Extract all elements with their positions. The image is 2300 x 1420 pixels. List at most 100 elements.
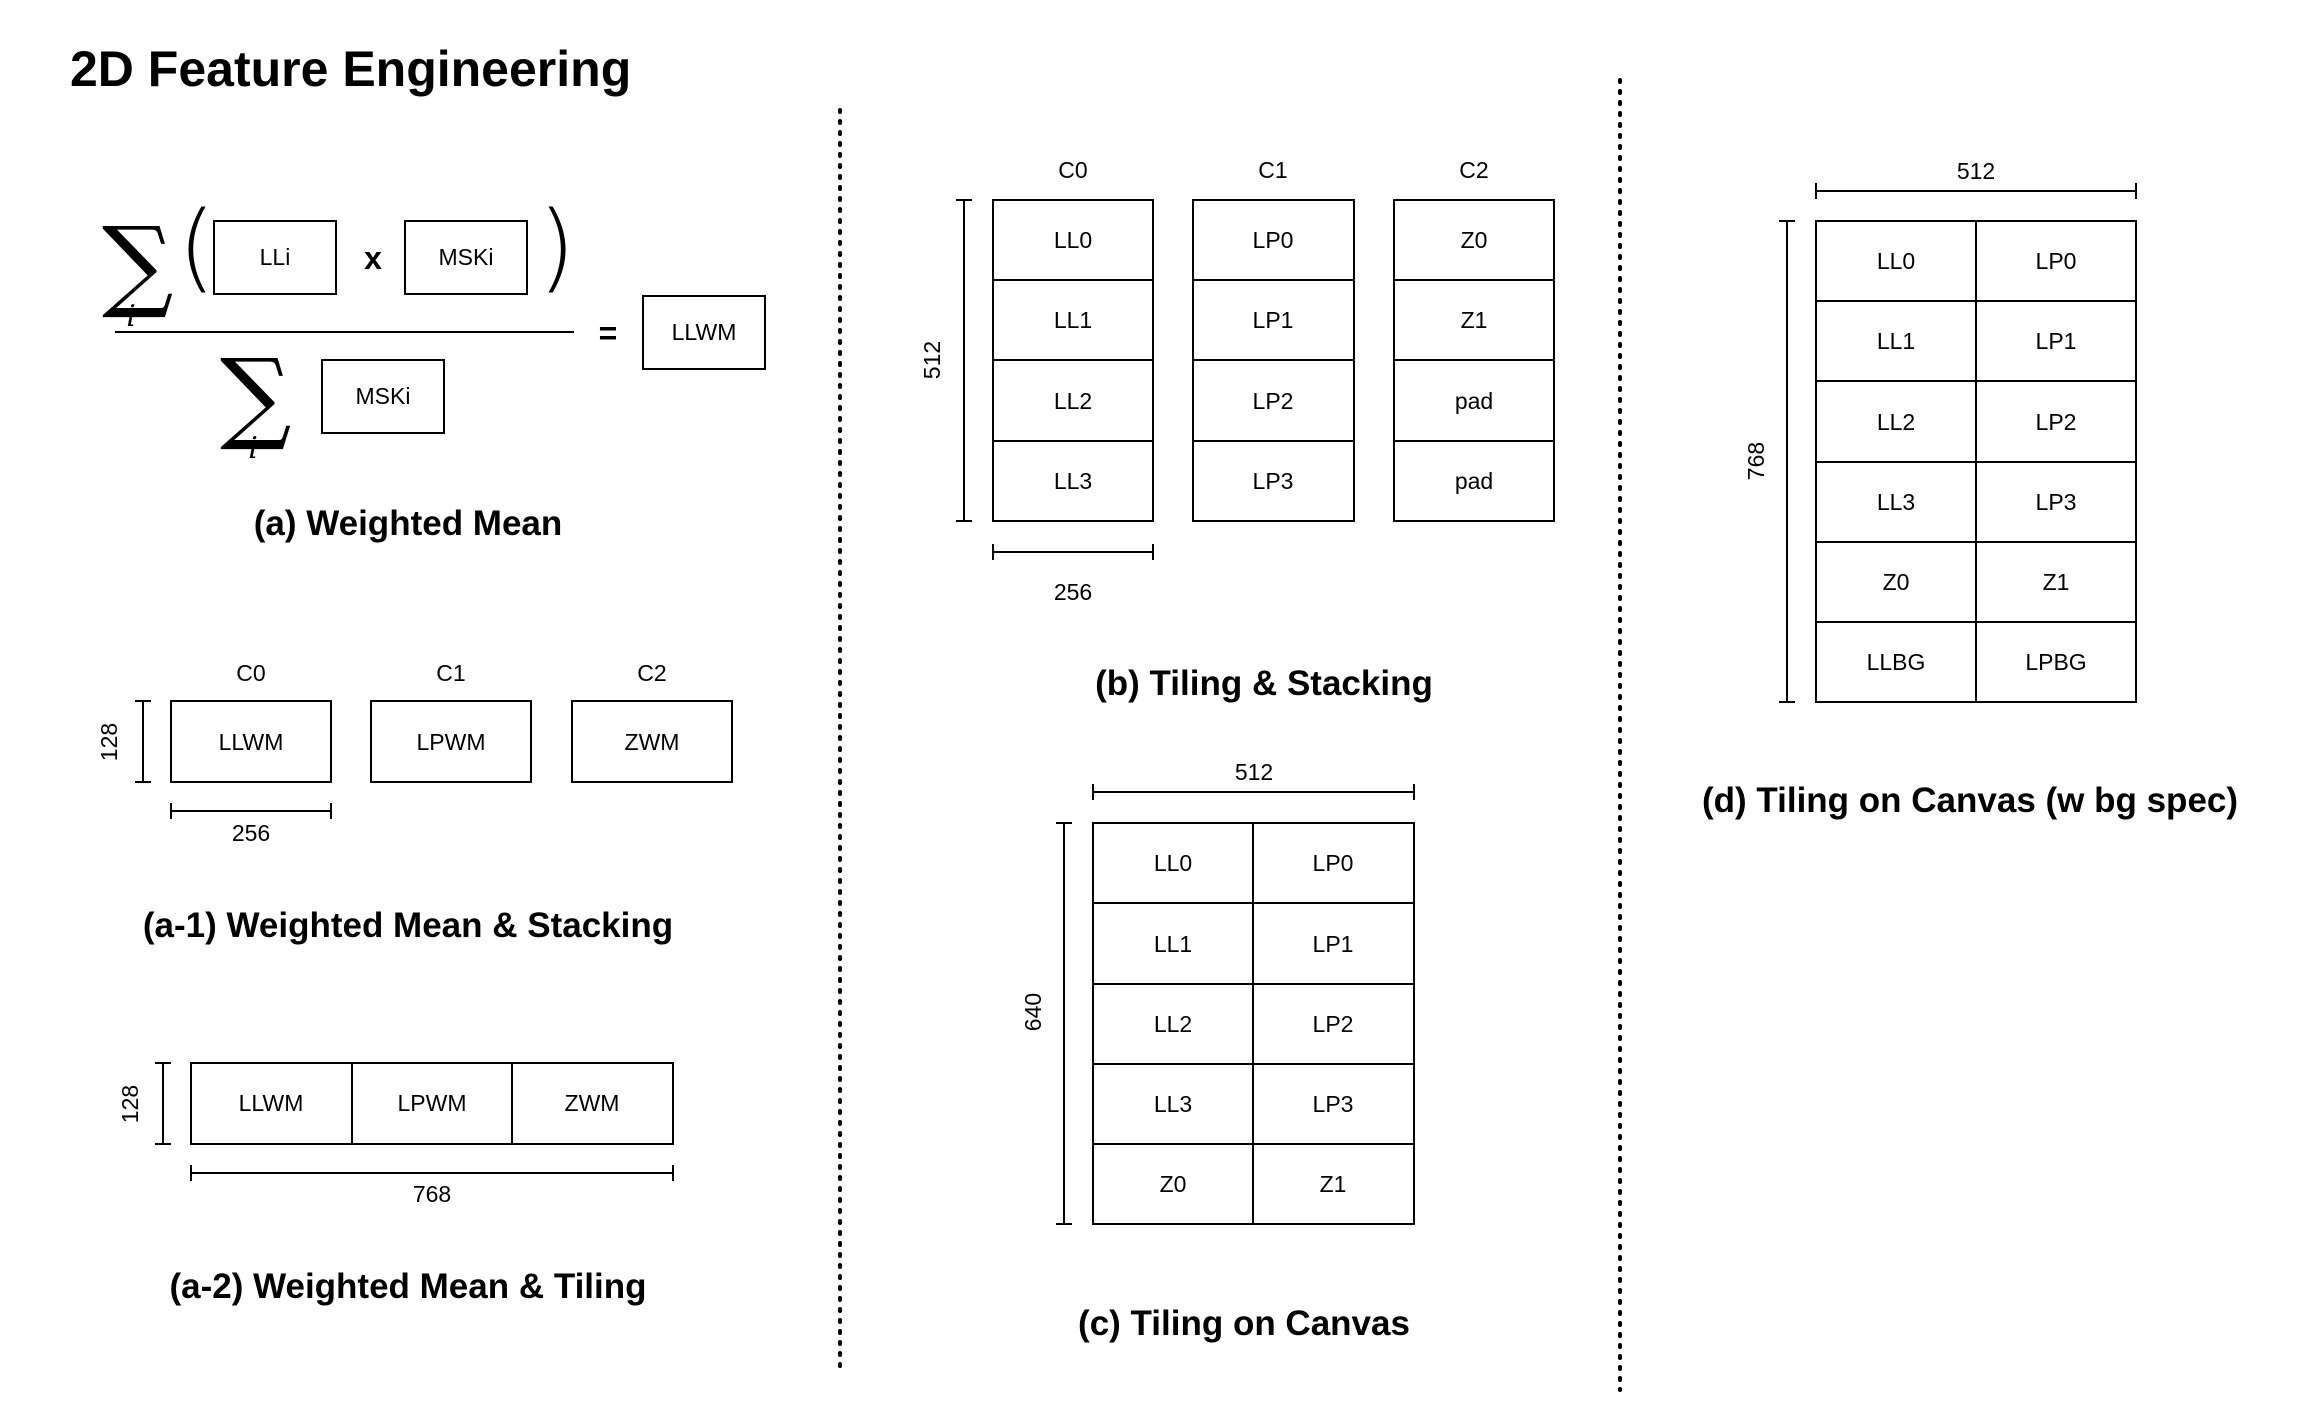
- canvas-tiling-bg-panel: 512 768 LL0 LP0 LL1 LP1 LL2 LP2 LL3 LP3 …: [1743, 158, 2137, 703]
- grid-cell-label: Z0: [1883, 569, 1910, 595]
- open-bracket: (: [178, 191, 215, 303]
- grid-cell: [1252, 983, 1415, 1065]
- llwm-result-label: LLWM: [672, 319, 737, 345]
- lli-box: [213, 220, 337, 295]
- width-dimension-line: [170, 803, 332, 819]
- grid-cell-label: LL1: [1054, 307, 1092, 333]
- height-dimension-label: 640: [1020, 993, 1046, 1031]
- width-dimension-label: 512: [1957, 158, 1995, 184]
- height-dimension-line: [1056, 822, 1072, 1225]
- grid-cell-label: LL2: [1154, 1011, 1192, 1037]
- grid-cell: [1815, 461, 1977, 543]
- mski-box-denominator: [321, 359, 445, 434]
- caption-b: (b) Tiling & Stacking: [1095, 664, 1433, 703]
- grid-cell: [1092, 902, 1254, 985]
- caption-d: (d) Tiling on Canvas (w bg spec): [1702, 781, 2238, 820]
- sum-symbol-denominator: ∑: [220, 337, 291, 454]
- grid-cell: [1393, 359, 1555, 442]
- grid-cell-label: LP0: [1313, 850, 1354, 876]
- grid-cell-label: LL1: [1154, 931, 1192, 957]
- grid-cell-label: LL3: [1154, 1091, 1192, 1117]
- llwm-result-box: [642, 295, 766, 370]
- weighted-mean-formula: ∑ i ( LLi x MSKi ) ∑ i MSKi = LLWM: [102, 191, 766, 466]
- mski-label-numerator: MSKi: [439, 244, 494, 270]
- zwm-cell-label: ZWM: [625, 729, 680, 755]
- grid-cell-label: Z0: [1160, 1171, 1187, 1197]
- stacking-panel: C0 C1 C2 LLWM LPWM ZWM 128 256: [96, 660, 733, 846]
- grid-cell-label: LL0: [1054, 227, 1092, 253]
- grid-cell: [1092, 1143, 1254, 1225]
- lpwm-cell-label: LPWM: [417, 729, 486, 755]
- width-dimension-line: [1092, 784, 1415, 800]
- width-dimension-label: 768: [413, 1181, 451, 1207]
- sum-index-numerator: i: [126, 299, 136, 334]
- zwm-tile: [511, 1062, 674, 1145]
- grid-cell: [1393, 199, 1555, 281]
- llwm-tile-label: LLWM: [239, 1090, 304, 1116]
- width-dimension-label: 512: [1235, 759, 1273, 785]
- grid-cell-label: LL3: [1877, 489, 1915, 515]
- canvas-tiling-panel: 512 640 LL0 LP0 LL1 LP1 LL2 LP2 LL3 LP3 …: [1020, 759, 1415, 1225]
- mski-box-numerator: [404, 220, 528, 295]
- llwm-cell: [170, 700, 332, 783]
- grid-cell-label: LPBG: [2025, 649, 2086, 675]
- grid-cell: [1252, 902, 1415, 985]
- channel-label-c0: C0: [1058, 157, 1087, 183]
- grid-cell: [1975, 621, 2137, 703]
- grid-cell-label: LLBG: [1867, 649, 1926, 675]
- grid-cell: [1815, 621, 1977, 703]
- grid-cell: [1975, 380, 2137, 463]
- multiply-operator: x: [364, 240, 382, 276]
- grid-cell: [1975, 461, 2137, 543]
- width-dimension-line: [992, 544, 1154, 560]
- caption-a: (a) Weighted Mean: [254, 504, 563, 543]
- sum-index-denominator: i: [248, 431, 258, 466]
- height-dimension-line: [956, 199, 972, 522]
- height-dimension-line: [155, 1062, 171, 1145]
- grid-cell-label: LL1: [1877, 328, 1915, 354]
- height-dimension-line: [1779, 220, 1795, 703]
- grid-cell: [1192, 359, 1355, 442]
- width-dimension-line: [1815, 183, 2137, 199]
- grid-cell: [1252, 822, 1415, 904]
- grid-cell: [992, 359, 1154, 442]
- lpwm-tile-label: LPWM: [398, 1090, 467, 1116]
- grid-cell: [992, 440, 1154, 522]
- grid-cell-label: LP3: [1253, 468, 1294, 494]
- grid-cell-label: pad: [1455, 388, 1493, 414]
- grid-cell-label: Z1: [1320, 1171, 1347, 1197]
- grid-cell: [1092, 983, 1254, 1065]
- width-dimension-label: 256: [232, 820, 270, 846]
- lpwm-cell: [370, 700, 532, 783]
- grid-cell: [1192, 440, 1355, 522]
- grid-cell-label: LP1: [2036, 328, 2077, 354]
- height-dimension-label: 128: [117, 1085, 143, 1123]
- grid-cell-label: LP2: [1313, 1011, 1354, 1037]
- height-dimension-label: 768: [1743, 442, 1769, 480]
- grid-cell-label: Z0: [1461, 227, 1488, 253]
- height-dimension-label: 512: [919, 341, 945, 379]
- grid-cell: [992, 199, 1154, 281]
- channel-label-c2: C2: [637, 660, 666, 686]
- grid-cell-label: LP0: [1253, 227, 1294, 253]
- tiling-stacking-panel: C0 C1 C2 LL0 LL1 LL2 LL3 LP0 LP1 LP2 LP3…: [919, 157, 1555, 605]
- grid-cell-label: Z1: [2043, 569, 2070, 595]
- grid-cell: [1975, 220, 2137, 302]
- channel-label-c1: C1: [1258, 157, 1287, 183]
- grid-cell: [1252, 1143, 1415, 1225]
- mski-label-denominator: MSKi: [356, 383, 411, 409]
- zwm-cell: [571, 700, 733, 783]
- lli-label: LLi: [260, 244, 291, 270]
- grid-cell: [1252, 1063, 1415, 1145]
- sum-symbol-numerator: ∑: [102, 205, 173, 322]
- channel-label-c1: C1: [436, 660, 465, 686]
- page-title: 2D Feature Engineering: [70, 41, 632, 97]
- grid-cell-label: LL2: [1054, 388, 1092, 414]
- grid-cell-label: LP0: [2036, 248, 2077, 274]
- grid-cell: [1192, 199, 1355, 281]
- caption-c: (c) Tiling on Canvas: [1078, 1304, 1410, 1343]
- grid-cell-label: LL3: [1054, 468, 1092, 494]
- grid-cell-label: LP1: [1313, 931, 1354, 957]
- equals-operator: =: [599, 315, 618, 351]
